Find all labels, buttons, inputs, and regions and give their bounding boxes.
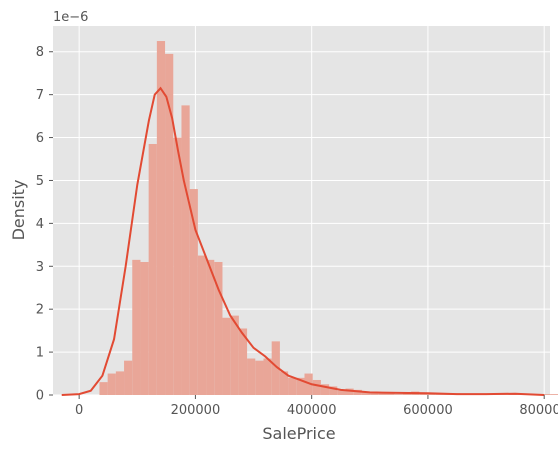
histogram-bar [238, 328, 248, 395]
histogram-bar [329, 386, 338, 395]
y-tick-label: 3 [36, 260, 44, 275]
histogram-bar [345, 388, 354, 395]
histogram-bar [279, 371, 289, 395]
histogram-bar [247, 358, 256, 395]
histogram-bar [255, 360, 264, 395]
y-tick-label: 1 [36, 346, 44, 361]
histogram-bar [288, 377, 297, 395]
y-tick-label: 0 [36, 389, 44, 404]
histogram-bar [542, 394, 551, 395]
y-tick-label: 5 [36, 174, 44, 189]
scale-label: 1e−6 [53, 10, 88, 25]
histogram-bars [99, 41, 558, 396]
x-axis-label: SalePrice [262, 424, 335, 443]
histogram-bar [312, 379, 321, 395]
histogram-bar [296, 377, 305, 395]
y-tick-label: 7 [36, 88, 44, 103]
histogram-bar [189, 189, 198, 395]
x-tick-label: 600000 [403, 403, 453, 418]
x-tick-label: 400000 [287, 403, 337, 418]
histogram-bar [320, 384, 330, 395]
histogram-bar [165, 53, 174, 396]
histogram-bar [156, 41, 166, 395]
histogram-bar [181, 105, 190, 396]
histogram-bar [230, 315, 239, 395]
histogram-bar [214, 261, 223, 395]
histogram-bar [173, 137, 182, 395]
histogram-bar [271, 341, 280, 395]
y-tick-label: 2 [36, 303, 44, 318]
histogram-bar [386, 393, 395, 395]
histogram-bar [132, 259, 141, 395]
kde-line [61, 86, 545, 396]
histogram-bar [394, 394, 403, 395]
histogram-bar [99, 382, 108, 395]
histogram-bar [148, 143, 157, 395]
x-tick-label: 200000 [171, 403, 221, 418]
histogram-bar [550, 394, 558, 395]
y-axis-label: Density [9, 180, 28, 241]
y-tick-label: 4 [36, 217, 44, 232]
histogram-bar [222, 317, 231, 395]
y-tick-label: 8 [36, 45, 44, 60]
histogram-bar [361, 391, 371, 395]
histogram-bar [353, 389, 362, 395]
histogram-bar [107, 373, 116, 395]
histogram-bar [378, 392, 387, 395]
histogram-bar [263, 358, 272, 395]
histogram-bar [206, 259, 215, 395]
histogram-bar [337, 390, 346, 395]
y-axis-ticks: 0 1 2 3 4 5 6 7 8 [36, 45, 53, 404]
histogram-bar [115, 371, 125, 395]
y-tick-label: 6 [36, 131, 44, 146]
histogram-bar [140, 261, 149, 395]
histogram-bar [304, 373, 313, 395]
plot-background [53, 26, 550, 395]
histogram-bar [124, 360, 133, 395]
x-tick-label: 0 [75, 403, 83, 418]
histogram-bar [197, 255, 207, 395]
